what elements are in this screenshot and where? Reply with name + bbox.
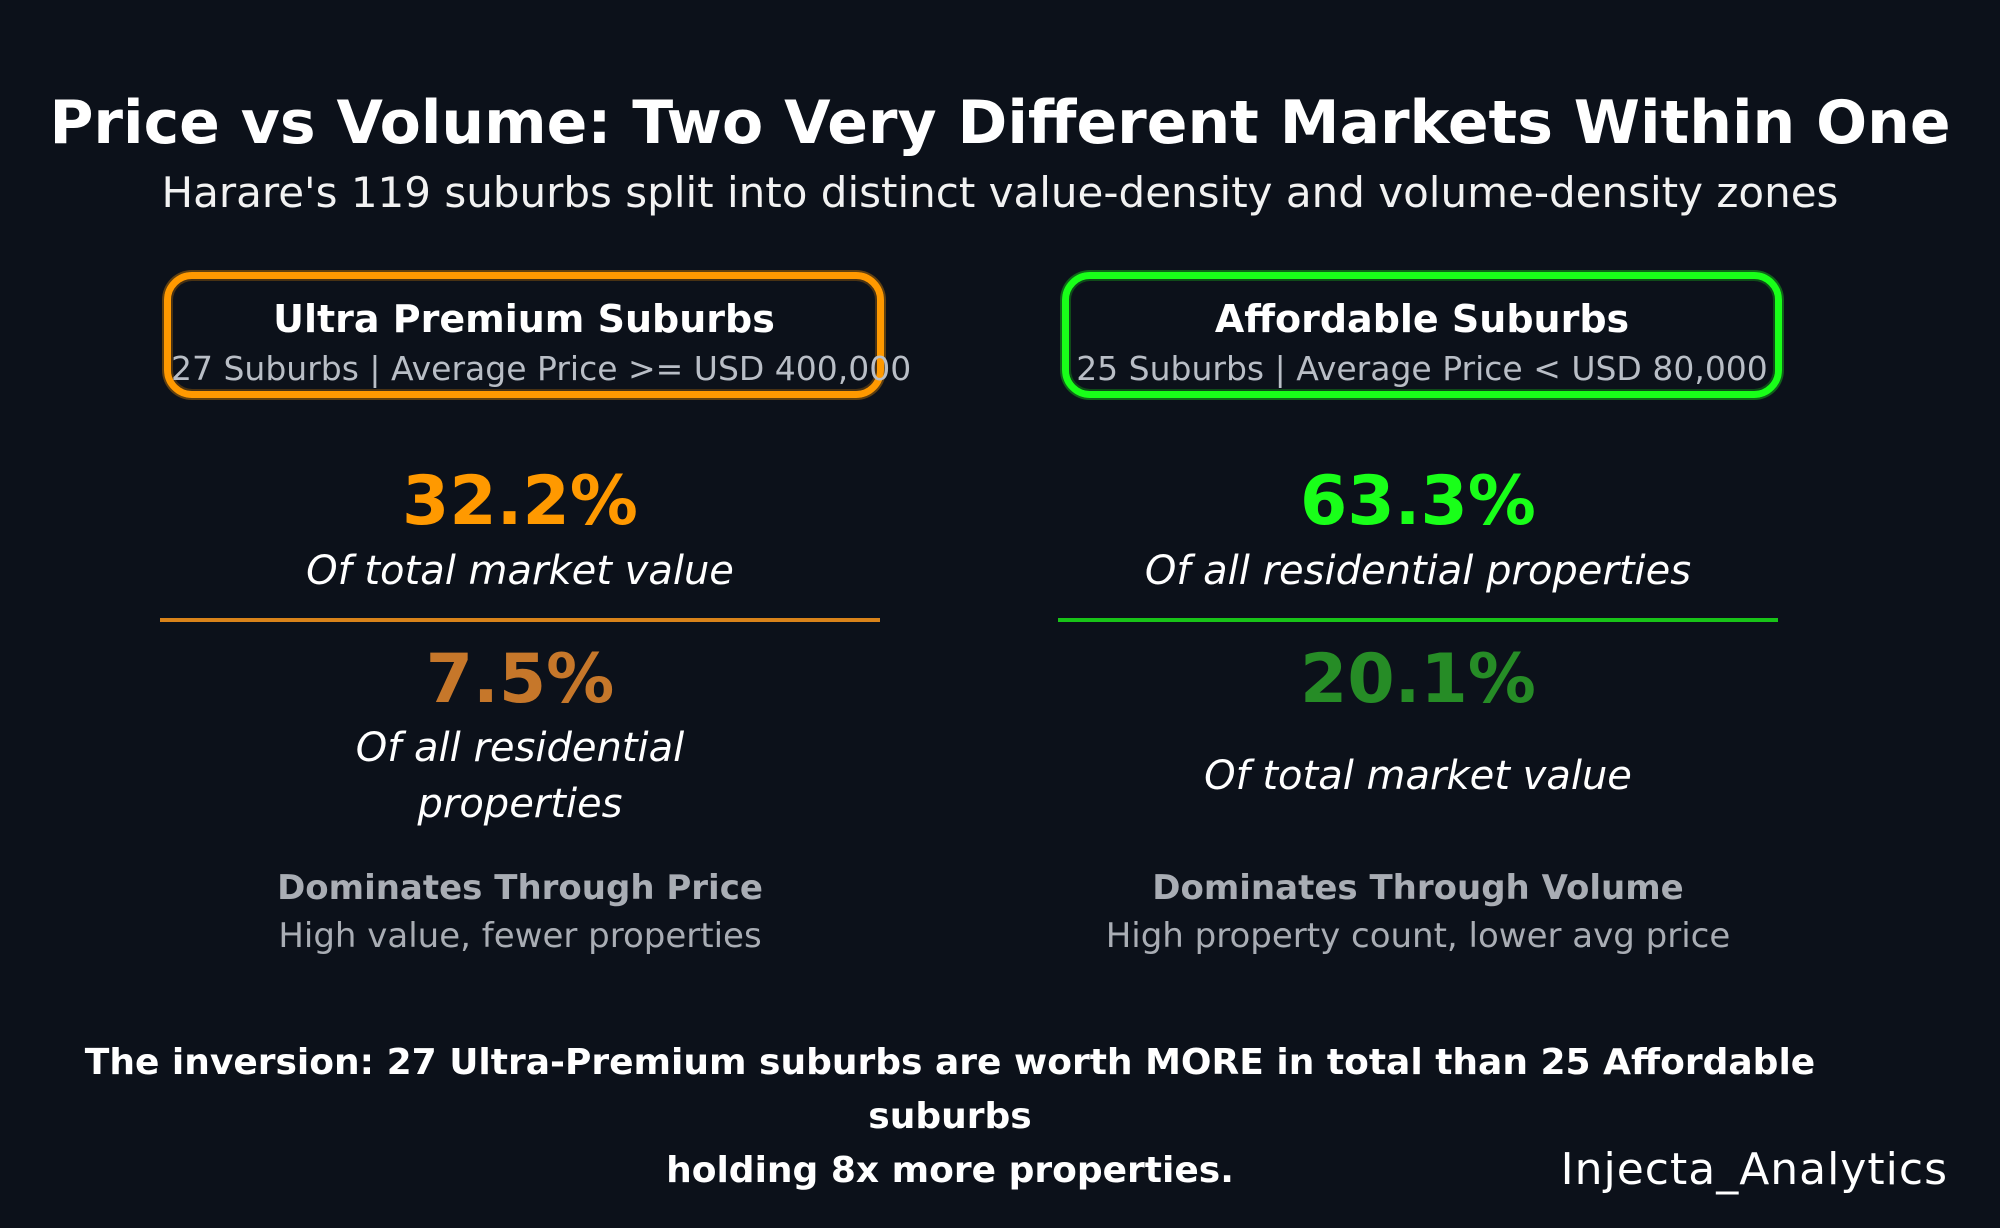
ultra-premium-property-share-stat: 7.5%	[425, 640, 615, 719]
affordable-column: Affordable Suburbs 25 Suburbs | Average …	[1058, 270, 1798, 990]
affordable-dominates-subtitle: High property count, lower avg price	[1105, 916, 1731, 956]
page-subtitle: Harare's 119 suburbs split into distinct…	[161, 168, 1839, 217]
affordable-property-share-stat: 63.3%	[1300, 462, 1536, 541]
affordable-market-value-label: Of total market value	[1204, 753, 1632, 799]
inversion-summary-line1: The inversion: 27 Ultra-Premium suburbs …	[84, 1042, 1816, 1137]
ultra-premium-column: Ultra Premium Suburbs 27 Suburbs | Avera…	[160, 270, 912, 990]
ultra-premium-badge: Ultra Premium Suburbs 27 Suburbs | Avera…	[164, 272, 912, 398]
ultra-premium-property-share-label: Of all residential properties	[280, 720, 760, 832]
ultra-premium-dominates-subtitle: High value, fewer properties	[278, 916, 762, 956]
page-title: Price vs Volume: Two Very Different Mark…	[49, 88, 1951, 158]
inversion-summary-line2: holding 8x more properties.	[666, 1150, 1234, 1191]
ultra-premium-market-value-label: Of total market value	[306, 548, 734, 594]
affordable-divider	[1058, 618, 1778, 622]
ultra-premium-property-share-label-line1: Of all residential	[355, 725, 685, 771]
inversion-summary: The inversion: 27 Ultra-Premium suburbs …	[60, 1036, 1840, 1198]
affordable-market-value-stat: 20.1%	[1300, 640, 1536, 719]
affordable-badge-subtitle: 25 Suburbs | Average Price < USD 80,000	[1076, 349, 1768, 388]
ultra-premium-market-value-stat: 32.2%	[402, 462, 638, 541]
ultra-premium-dominates-title: Dominates Through Price	[277, 868, 763, 908]
ultra-premium-badge-title: Ultra Premium Suburbs	[273, 297, 775, 341]
brand-watermark: Injecta_Analytics	[1560, 1144, 1948, 1195]
affordable-dominates-title: Dominates Through Volume	[1152, 868, 1684, 908]
ultra-premium-badge-subtitle: 27 Suburbs | Average Price >= USD 400,00…	[171, 349, 912, 388]
affordable-property-share-label: Of all residential properties	[1144, 548, 1692, 594]
affordable-badge-title: Affordable Suburbs	[1214, 297, 1630, 341]
ultra-premium-divider	[160, 618, 880, 622]
affordable-badge: Affordable Suburbs 25 Suburbs | Average …	[1062, 272, 1782, 398]
ultra-premium-property-share-label-line2: properties	[417, 781, 623, 827]
